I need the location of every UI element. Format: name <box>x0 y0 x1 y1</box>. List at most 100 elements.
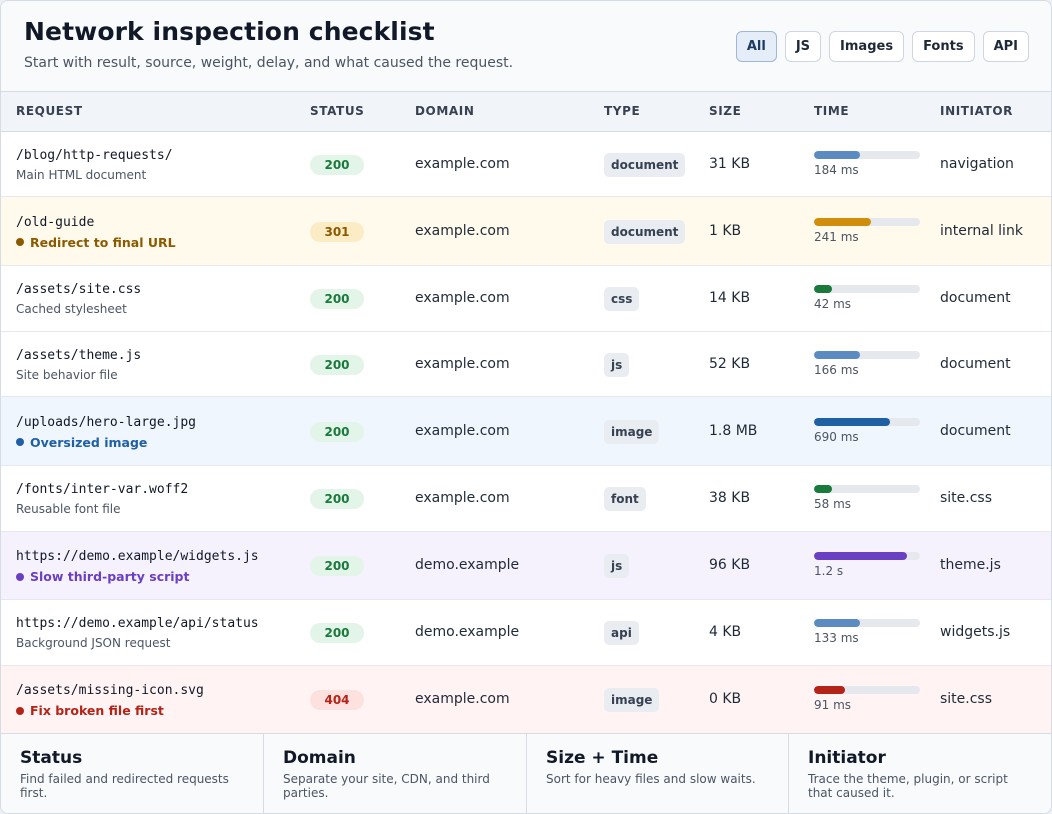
column-header-size[interactable]: SIZE <box>709 104 742 118</box>
table-row[interactable]: /assets/theme.js Site behavior file 200 exa… <box>1 332 1051 397</box>
tip-title: Initiator <box>808 748 886 768</box>
request-path[interactable]: /uploads/hero-large.jpg <box>16 414 197 430</box>
request-path[interactable]: /fonts/inter-var.woff2 <box>16 482 189 497</box>
flag-note-text: Fix broken file first <box>30 703 164 718</box>
type-badge: document <box>604 152 686 177</box>
time-bar-track <box>814 686 920 694</box>
size-cell: 38 KB <box>709 490 751 506</box>
request-path[interactable]: /old-guide <box>16 214 95 230</box>
time-value: 133 ms <box>814 631 859 645</box>
table-row[interactable]: /fonts/inter-var.woff2 Reusable font file… <box>1 466 1051 532</box>
filter-bar: All JS Images Fonts API <box>735 31 1029 62</box>
initiator-cell[interactable]: document <box>940 290 1011 306</box>
filter-js-button[interactable]: JS <box>784 31 822 62</box>
request-path[interactable]: /assets/theme.js <box>16 347 142 363</box>
request-note: Reusable font file <box>16 502 121 516</box>
time-bar-track <box>814 552 920 560</box>
type-badge: font <box>604 487 646 511</box>
time-value: 1.2 s <box>814 564 844 578</box>
page-subtitle: Start with result, source, weight, delay… <box>24 55 514 71</box>
request-flag-note: Oversized image <box>16 435 147 450</box>
status-badge: 200 <box>310 556 364 576</box>
time-bar-track <box>814 417 920 426</box>
time-bar-fill <box>814 619 860 627</box>
column-header-time[interactable]: TIME <box>814 104 850 118</box>
table-row[interactable]: https://demo.example/api/status Backgroun… <box>1 600 1051 666</box>
column-header-status[interactable]: STATUS <box>310 104 365 118</box>
domain-cell: example.com <box>415 155 510 172</box>
time-bar-fill <box>814 285 832 293</box>
size-cell: 14 KB <box>709 290 751 306</box>
initiator-cell[interactable]: theme.js <box>940 557 1001 573</box>
initiator-cell[interactable]: document <box>940 422 1011 439</box>
tip-status: Status Find failed and redirected reques… <box>1 734 264 813</box>
request-note: Site behavior file <box>16 367 118 382</box>
request-note: Main HTML document <box>16 167 147 182</box>
tips-footer: Status Find failed and redirected reques… <box>1 733 1051 813</box>
type-badge: js <box>604 554 630 578</box>
time-bar-fill <box>814 485 832 493</box>
size-cell: 52 KB <box>709 355 751 372</box>
tip-text: Separate your site, CDN, and third parti… <box>283 772 490 800</box>
column-header-type[interactable]: TYPE <box>604 104 641 118</box>
domain-cell: demo.example <box>415 557 520 573</box>
page-header: Network inspection checklist Start with … <box>1 1 1051 91</box>
filter-all-button[interactable]: All <box>735 31 777 62</box>
request-flag-note: Fix broken file first <box>16 703 164 718</box>
status-badge: 200 <box>310 421 364 442</box>
time-bar-track <box>814 350 920 359</box>
table-row[interactable]: /assets/site.css Cached stylesheet 200 exam… <box>1 266 1051 332</box>
initiator-cell[interactable]: site.css <box>940 490 993 506</box>
initiator-cell[interactable]: internal link <box>940 222 1023 239</box>
filter-api-button[interactable]: API <box>982 31 1029 62</box>
initiator-cell[interactable]: site.css <box>940 691 993 707</box>
column-header-request[interactable]: REQUEST <box>16 104 83 118</box>
time-value: 241 ms <box>814 229 859 244</box>
domain-cell: example.com <box>415 222 510 239</box>
request-path[interactable]: https://demo.example/api/status <box>16 616 259 631</box>
request-path[interactable]: /assets/missing-icon.svg <box>16 683 204 698</box>
column-header-initiator[interactable]: INITIATOR <box>940 104 1014 118</box>
time-bar-track <box>814 285 920 293</box>
status-badge: 200 <box>310 154 364 175</box>
type-badge: css <box>604 287 640 311</box>
flag-dot-icon <box>16 572 24 581</box>
tip-domain: Domain Separate your site, CDN, and thir… <box>264 734 527 813</box>
table-row[interactable]: /blog/http-requests/Main HTML document 20… <box>1 132 1051 197</box>
initiator-cell[interactable]: widgets.js <box>940 624 1011 640</box>
request-path[interactable]: https://demo.example/widgets.js <box>16 549 259 564</box>
table-row[interactable]: https://demo.example/widgets.js Slow thir… <box>1 532 1051 600</box>
status-badge: 200 <box>310 354 364 375</box>
table-row[interactable]: /uploads/hero-large.jpg Oversized image 20… <box>1 397 1051 466</box>
tip-text: Trace the theme, plugin, or script that … <box>808 772 1008 800</box>
table-row[interactable]: /old-guide Redirect to final URL 301 exampl… <box>1 197 1051 266</box>
type-badge: js <box>604 352 630 377</box>
time-bar-track <box>814 217 920 226</box>
time-bar-track <box>814 485 920 493</box>
time-bar-fill <box>814 552 907 560</box>
domain-cell: example.com <box>415 490 510 506</box>
domain-cell: demo.example <box>415 624 520 640</box>
request-path[interactable]: /assets/site.css <box>16 282 142 297</box>
page-title: Network inspection checklist <box>24 17 435 46</box>
domain-cell: example.com <box>415 422 510 439</box>
initiator-cell[interactable]: navigation <box>940 155 1014 172</box>
type-badge: api <box>604 621 639 645</box>
initiator-cell[interactable]: document <box>940 355 1011 372</box>
domain-cell: example.com <box>415 355 510 372</box>
tip-title: Status <box>20 748 83 768</box>
filter-images-button[interactable]: Images <box>829 31 905 62</box>
column-header-domain[interactable]: DOMAIN <box>415 104 475 118</box>
filter-fonts-button[interactable]: Fonts <box>912 31 975 62</box>
size-cell: 31 KB <box>709 155 751 172</box>
time-bar-track <box>814 150 920 159</box>
request-path[interactable]: /blog/http-requests/ <box>16 147 173 163</box>
table-row[interactable]: /assets/missing-icon.svg Fix broken file … <box>1 666 1051 734</box>
time-value: 166 ms <box>814 362 859 377</box>
domain-cell: example.com <box>415 691 510 707</box>
status-badge: 200 <box>310 489 364 509</box>
request-note: Cached stylesheet <box>16 302 127 316</box>
time-bar-fill <box>814 150 860 159</box>
size-cell: 96 KB <box>709 557 751 573</box>
